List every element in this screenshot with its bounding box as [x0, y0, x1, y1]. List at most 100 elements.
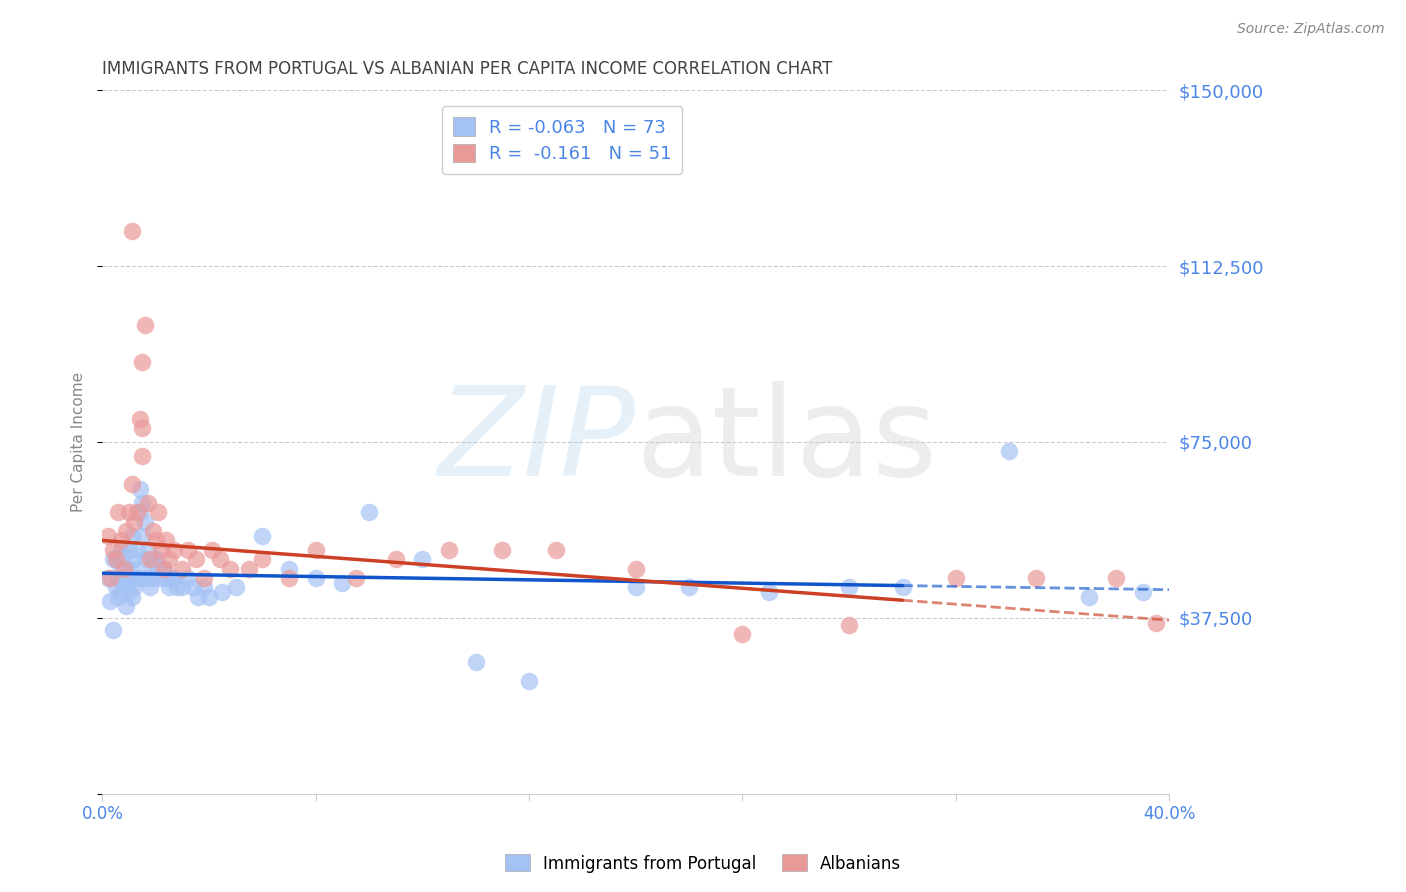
Point: [131, 529, 153, 543]
Text: Source: ZipAtlas.com: Source: ZipAtlas.com: [1237, 22, 1385, 37]
Point: [121, 561, 143, 575]
Point: [163, 542, 186, 557]
Point: [107, 505, 129, 519]
Point: [211, 585, 233, 599]
Point: [121, 224, 143, 238]
Point: [118, 571, 141, 585]
Point: [150, 571, 173, 585]
Point: [110, 533, 132, 548]
Point: [193, 580, 215, 594]
Point: [150, 542, 173, 557]
Point: [252, 552, 274, 566]
Point: [125, 542, 148, 557]
Point: [155, 571, 177, 585]
Point: [998, 444, 1021, 458]
Point: [624, 561, 647, 575]
Point: [838, 580, 860, 594]
Point: [201, 542, 224, 557]
Point: [437, 542, 460, 557]
Point: [112, 561, 135, 575]
Point: [107, 571, 129, 585]
Point: [145, 533, 167, 548]
Point: [97, 529, 120, 543]
Point: [101, 542, 124, 557]
Point: [136, 571, 159, 585]
Text: atlas: atlas: [636, 382, 938, 502]
Point: [97, 571, 120, 585]
Point: [148, 505, 170, 519]
Point: [544, 542, 567, 557]
Point: [172, 561, 194, 575]
Point: [1105, 571, 1128, 585]
Point: [115, 599, 138, 613]
Point: [131, 496, 153, 510]
Point: [101, 552, 124, 566]
Point: [131, 571, 153, 585]
Point: [177, 542, 200, 557]
Point: [131, 421, 153, 435]
Point: [148, 561, 170, 575]
Legend: Immigrants from Portugal, Albanians: Immigrants from Portugal, Albanians: [498, 847, 908, 880]
Point: [110, 561, 132, 575]
Point: [678, 580, 700, 594]
Point: [177, 571, 200, 585]
Point: [121, 477, 143, 491]
Point: [112, 571, 135, 585]
Point: [152, 561, 174, 575]
Point: [124, 580, 146, 594]
Point: [139, 552, 162, 566]
Point: [112, 548, 135, 562]
Point: [193, 571, 215, 585]
Point: [305, 542, 328, 557]
Point: [838, 618, 860, 632]
Point: [118, 585, 141, 599]
Point: [758, 585, 780, 599]
Point: [104, 552, 127, 566]
Point: [344, 571, 367, 585]
Point: [139, 561, 162, 575]
Text: IMMIGRANTS FROM PORTUGAL VS ALBANIAN PER CAPITA INCOME CORRELATION CHART: IMMIGRANTS FROM PORTUGAL VS ALBANIAN PER…: [103, 60, 832, 78]
Point: [157, 580, 180, 594]
Point: [142, 571, 165, 585]
Point: [98, 571, 121, 585]
Point: [101, 623, 124, 637]
Point: [198, 590, 221, 604]
Point: [139, 580, 162, 594]
Point: [517, 674, 540, 689]
Point: [305, 571, 328, 585]
Point: [187, 590, 209, 604]
Point: [332, 575, 354, 590]
Point: [128, 505, 150, 519]
Point: [157, 552, 180, 566]
Point: [118, 505, 141, 519]
Point: [238, 561, 260, 575]
Point: [731, 627, 754, 641]
Point: [891, 580, 914, 594]
Point: [357, 505, 380, 519]
Point: [104, 552, 127, 566]
Point: [464, 656, 486, 670]
Point: [166, 580, 188, 594]
Point: [115, 580, 138, 594]
Point: [252, 529, 274, 543]
Point: [115, 561, 138, 575]
Point: [124, 552, 146, 566]
Point: [152, 561, 174, 575]
Point: [118, 542, 141, 557]
Text: ZIP: ZIP: [437, 382, 636, 502]
Point: [142, 552, 165, 566]
Point: [278, 561, 301, 575]
Point: [172, 580, 194, 594]
Point: [110, 585, 132, 599]
Point: [491, 542, 513, 557]
Point: [128, 411, 150, 425]
Point: [219, 561, 242, 575]
Point: [121, 529, 143, 543]
Point: [1025, 571, 1047, 585]
Point: [131, 449, 153, 463]
Legend: R = -0.063   N = 73, R =  -0.161   N = 51: R = -0.063 N = 73, R = -0.161 N = 51: [441, 106, 682, 174]
Point: [411, 552, 433, 566]
Point: [624, 580, 647, 594]
Point: [136, 542, 159, 557]
Point: [121, 590, 143, 604]
